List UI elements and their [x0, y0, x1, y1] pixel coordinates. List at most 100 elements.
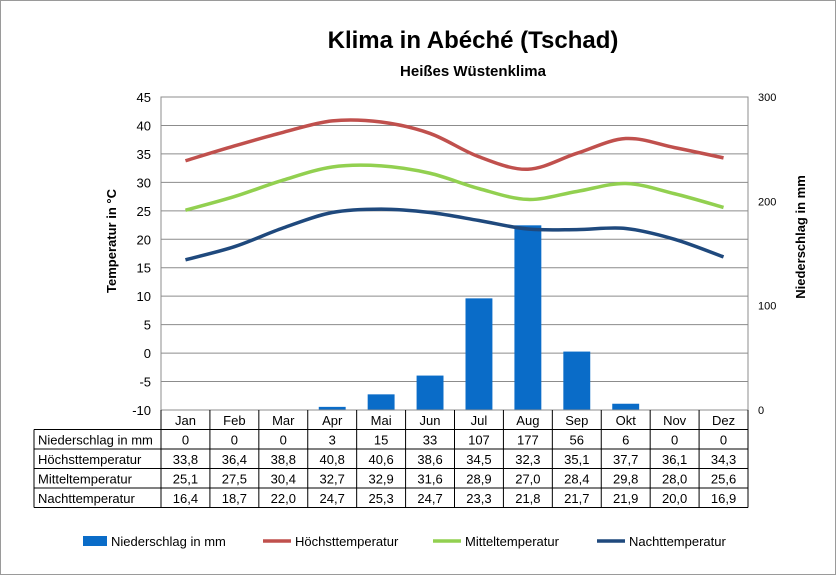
table-cell: 34,5: [466, 452, 491, 467]
table-cell: 38,6: [417, 452, 442, 467]
table-cell: 31,6: [417, 472, 442, 487]
table-cell: 38,8: [271, 452, 296, 467]
table-cell: 16,9: [711, 491, 736, 506]
y-tick-left: 20: [137, 232, 151, 247]
y-tick-left: 40: [137, 118, 151, 133]
table-row-header: Nachttemperatur: [38, 491, 135, 506]
table-cell: 40,6: [368, 452, 393, 467]
y-tick-right: 300: [758, 92, 776, 104]
table-cell: 3: [329, 433, 336, 448]
table-cell: 0: [671, 433, 678, 448]
legend-label: Mitteltemperatur: [465, 534, 560, 549]
temperature-lines: [184, 118, 725, 262]
table-cell: 40,8: [320, 452, 345, 467]
data-table: Jan Feb Mar Apr Mai Jun Jul Aug Sep Okt Nov Dez Nied…: [33, 410, 749, 508]
table-cell: 28,4: [564, 472, 589, 487]
table-cell: 25,1: [173, 472, 198, 487]
table-cell: 18,7: [222, 491, 247, 506]
table-cell: 177: [517, 433, 539, 448]
table-cell: 6: [622, 433, 629, 448]
y-tick-left: 25: [137, 204, 151, 219]
precipitation-bar: [563, 351, 591, 410]
y-tick-left: 45: [137, 90, 151, 105]
table-cell: 0: [231, 433, 238, 448]
category-label: Nov: [663, 413, 687, 428]
table-cell: 28,0: [662, 472, 687, 487]
table-cell: 23,3: [466, 491, 491, 506]
y-axis-label-left: Temperatur in °C: [104, 188, 119, 293]
table-cell: 0: [182, 433, 189, 448]
y-tick-left: 0: [144, 346, 151, 361]
table-cell: 107: [468, 433, 490, 448]
precipitation-bar: [612, 403, 640, 410]
line-h-chsttemperatur: [184, 118, 724, 172]
precipitation-bar: [416, 375, 444, 410]
precipitation-bar: [514, 225, 542, 410]
table-cell: 36,4: [222, 452, 247, 467]
table-cell: 27,0: [515, 472, 540, 487]
y-tick-left: 10: [137, 289, 151, 304]
table-cell: 36,1: [662, 452, 687, 467]
table-cell: 37,7: [613, 452, 638, 467]
table-cell: 35,1: [564, 452, 589, 467]
precipitation-bars: [318, 225, 640, 410]
table-cell: 0: [720, 433, 727, 448]
category-label: Jun: [420, 413, 441, 428]
y-tick-left: 35: [137, 147, 151, 162]
table-cell: 29,8: [613, 472, 638, 487]
table-cell: 24,7: [417, 491, 442, 506]
table-cell: 15: [374, 433, 388, 448]
category-label: Aug: [516, 413, 539, 428]
table-cell: 27,5: [222, 472, 247, 487]
table-cell: 34,3: [711, 452, 736, 467]
table-cell: 25,3: [368, 491, 393, 506]
category-label: Mai: [371, 413, 392, 428]
table-cell: 25,6: [711, 472, 736, 487]
table-row-header: Niederschlag in mm: [38, 433, 153, 448]
line-mitteltemperatur: [184, 163, 725, 212]
chart-subtitle: Heißes Wüstenklima: [400, 63, 547, 80]
chart-title: Klima in Abéché (Tschad): [328, 27, 619, 54]
table-cell: 32,3: [515, 452, 540, 467]
y-tick-right: 200: [758, 196, 776, 208]
line-nachttemperatur: [185, 207, 725, 262]
y-tick-left: -5: [139, 375, 151, 390]
precipitation-bar: [465, 298, 493, 410]
table-cell: 21,7: [564, 491, 589, 506]
table-cell: 28,9: [466, 472, 491, 487]
table-cell: 33: [423, 433, 437, 448]
table-cell: 32,9: [368, 472, 393, 487]
table-cell: 16,4: [173, 491, 198, 506]
table-cell: 33,8: [173, 452, 198, 467]
table-row-header: Höchsttemperatur: [38, 452, 142, 467]
y-tick-right: 0: [758, 405, 764, 417]
category-label: Dez: [712, 413, 735, 428]
y-tick-left: 5: [144, 318, 151, 333]
table-cell: 0: [280, 433, 287, 448]
category-label: Mar: [272, 413, 295, 428]
category-label: Feb: [223, 413, 245, 428]
legend-swatch-bar: [83, 536, 107, 546]
precipitation-bar: [318, 406, 346, 410]
table-cell: 32,7: [320, 472, 345, 487]
legend: Niederschlag in mm Höchsttemperatur Mittel…: [83, 534, 726, 549]
y-tick-left: 15: [137, 261, 151, 276]
table-cell: 56: [570, 433, 584, 448]
category-label: Sep: [565, 413, 588, 428]
category-label: Apr: [322, 413, 343, 428]
precipitation-bar: [367, 394, 395, 410]
category-label: Jul: [471, 413, 488, 428]
y-tick-left: -10: [132, 403, 151, 418]
table-cell: 24,7: [320, 491, 345, 506]
table-cell: 20,0: [662, 491, 687, 506]
y-tick-right: 100: [758, 301, 776, 313]
legend-label: Höchsttemperatur: [295, 534, 399, 549]
table-row-header: Mitteltemperatur: [38, 472, 133, 487]
table-cell: 21,9: [613, 491, 638, 506]
legend-label: Nachttemperatur: [629, 534, 726, 549]
table-cell: 22,0: [271, 491, 296, 506]
legend-label: Niederschlag in mm: [111, 534, 226, 549]
category-label: Okt: [616, 413, 637, 428]
